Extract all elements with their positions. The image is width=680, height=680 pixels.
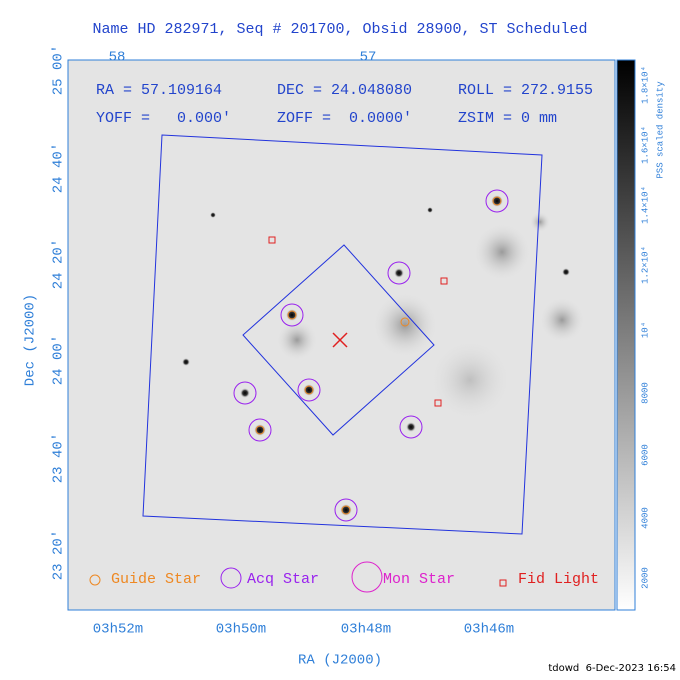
x-tick-label: 03h50m <box>216 622 266 638</box>
colorbar-label: 10⁴ <box>639 322 650 338</box>
legend-guide-icon <box>89 574 101 586</box>
colorbar-label: 1.6×10⁴ <box>639 126 650 164</box>
y-tick-label: 24 00' <box>51 335 67 385</box>
y-tick-label: 23 40' <box>51 433 67 483</box>
x-tick-label: 03h48m <box>341 622 391 638</box>
y-tick-label: 25 00' <box>51 45 67 95</box>
legend-acq: Acq Star <box>247 571 319 588</box>
target-mark <box>332 332 348 348</box>
colorbar-title: PSS scaled density <box>655 81 665 179</box>
y-tick-label: 23 20' <box>51 530 67 580</box>
info-yoff: YOFF = 0.000' <box>96 110 231 127</box>
image-frame <box>67 59 616 611</box>
colorbar-label: 1.2×10⁴ <box>639 246 650 284</box>
guide-circles <box>255 196 502 515</box>
y-axis-title: Dec (J2000) <box>23 294 39 386</box>
x-tick-label: 03h52m <box>93 622 143 638</box>
legend-fid: Fid Light <box>518 571 599 588</box>
legend-guide: Guide Star <box>111 571 201 588</box>
colorbar-label: 4000 <box>640 507 650 529</box>
info-roll: ROLL = 272.9155 <box>458 82 593 99</box>
field-outline <box>142 134 543 535</box>
y-tick-label: 24 40' <box>51 143 67 193</box>
footer-stamp: tdowd 6-Dec-2023 16:54 <box>548 663 676 674</box>
info-zsim: ZSIM = 0 mm <box>458 110 557 127</box>
detector-outline <box>242 244 435 436</box>
y-tick-label: 24 20' <box>51 239 67 289</box>
info-dec: DEC = 24.048080 <box>277 82 412 99</box>
legend-mon-icon <box>351 561 383 593</box>
stars <box>182 195 584 516</box>
colorbar-label: 8000 <box>640 382 650 404</box>
colorbar <box>616 59 636 611</box>
info-zoff: ZOFF = 0.0000' <box>277 110 412 127</box>
top-tick-label: 58 <box>109 50 126 66</box>
acq-circles <box>233 189 509 522</box>
legend-fid-icon <box>499 579 507 587</box>
info-ra: RA = 57.109164 <box>96 82 222 99</box>
colorbar-label: 2000 <box>640 567 650 589</box>
top-tick-label: 57 <box>360 50 377 66</box>
title: Name HD 282971, Seq # 201700, Obsid 2890… <box>92 21 587 38</box>
colorbar-label: 6000 <box>640 444 650 466</box>
legend-mon: Mon Star <box>383 571 455 588</box>
colorbar-label: 1.8×10⁴ <box>639 66 650 104</box>
x-axis-title: RA (J2000) <box>298 653 382 669</box>
legend-acq-icon <box>220 567 242 589</box>
fid-lights <box>268 236 448 407</box>
x-tick-label: 03h46m <box>464 622 514 638</box>
colorbar-label: 1.4×10⁴ <box>639 186 650 224</box>
